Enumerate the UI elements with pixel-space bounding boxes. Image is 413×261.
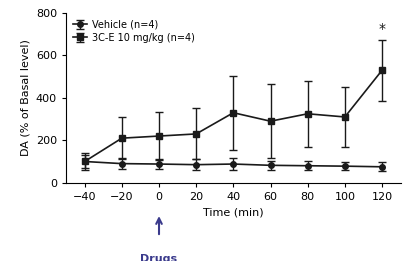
Legend: Vehicle (n=4), 3C-E 10 mg/kg (n=4): Vehicle (n=4), 3C-E 10 mg/kg (n=4) [71, 18, 197, 45]
Text: Drugs: Drugs [140, 254, 178, 261]
Text: *: * [379, 22, 385, 36]
Y-axis label: DA (% of Basal level): DA (% of Basal level) [20, 39, 31, 156]
X-axis label: Time (min): Time (min) [203, 207, 263, 217]
